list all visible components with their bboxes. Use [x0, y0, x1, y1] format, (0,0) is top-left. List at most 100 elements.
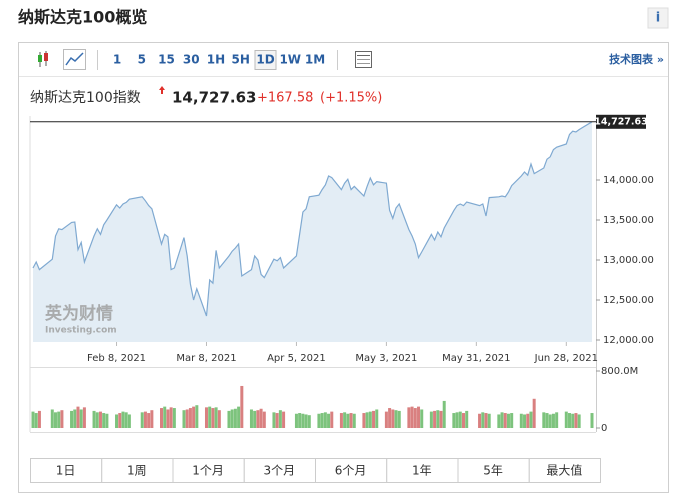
line-icon-box[interactable]	[63, 49, 86, 70]
range-button[interactable]	[101, 458, 174, 483]
info-icon[interactable]: i	[656, 11, 660, 26]
volume-bar	[105, 413, 109, 428]
interval-button[interactable]: 30	[183, 53, 200, 67]
volume-bar	[452, 413, 456, 428]
last-price-box	[596, 114, 646, 129]
volume-bar	[394, 410, 398, 428]
volume-bar	[240, 385, 244, 428]
volume-bar	[442, 400, 446, 428]
volume-bar	[217, 410, 221, 428]
x-tick-label: Mar 8, 2021	[176, 353, 236, 364]
range-label[interactable]: 1个月	[192, 464, 224, 478]
volume-bar	[384, 411, 388, 428]
range-button[interactable]	[243, 458, 316, 483]
volume-bar	[564, 411, 568, 428]
volume-bar	[327, 413, 331, 428]
volume-bar	[262, 411, 266, 428]
range-button[interactable]	[30, 458, 103, 483]
volume-bar	[397, 410, 401, 428]
last-price-label: 14,727.63	[594, 116, 648, 127]
volume-bar	[185, 409, 189, 428]
interval-button[interactable]: 1M	[305, 53, 325, 67]
range-label[interactable]: 6个月	[335, 464, 367, 478]
x-tick-label: Feb 8, 2021	[87, 353, 146, 364]
range-label[interactable]: 1日	[56, 464, 76, 478]
volume-bar	[275, 413, 279, 428]
range-button[interactable]	[457, 458, 530, 483]
volume-bar	[465, 410, 469, 428]
volume-bar	[307, 415, 311, 428]
range-label[interactable]: 1周	[127, 464, 147, 478]
interval-button[interactable]: 5H	[232, 53, 250, 67]
volume-bar	[497, 414, 501, 428]
y-tick-label: 13,000.00	[603, 255, 654, 266]
page-title: 纳斯达克100概览	[18, 8, 147, 27]
info-button[interactable]	[647, 7, 669, 29]
range-label[interactable]: 1年	[412, 464, 432, 478]
volume-bar	[150, 410, 154, 428]
price-line	[32, 121, 593, 317]
volume-bar	[208, 406, 212, 428]
advanced-chart-link[interactable]: 技术图表 »	[609, 52, 664, 66]
volume-bar	[237, 406, 241, 428]
volume-bar	[526, 413, 530, 428]
volume-bar	[53, 412, 57, 428]
volume-bar	[568, 413, 572, 428]
candle-icon[interactable]	[38, 51, 48, 67]
y-tick-label: 12,500.00	[603, 295, 654, 306]
volume-bar	[73, 409, 77, 428]
interval-button[interactable]: 1W	[279, 53, 301, 67]
volume-bar	[143, 411, 147, 428]
volume-bar	[70, 410, 74, 428]
range-label[interactable]: 5年	[483, 464, 503, 478]
volume-bar	[417, 406, 421, 428]
range-button[interactable]	[528, 458, 601, 483]
volume-bar	[548, 414, 552, 428]
interval-selected[interactable]	[254, 50, 277, 70]
volume-bar	[577, 414, 581, 428]
volume-bar	[413, 408, 417, 428]
interval-button[interactable]: 1	[113, 53, 121, 67]
volume-bar	[294, 413, 298, 428]
volume-bar	[256, 410, 260, 428]
y-tick-label: 13,500.00	[603, 215, 654, 226]
volume-bar	[461, 413, 465, 428]
volume-bar	[503, 413, 507, 428]
interval-button[interactable]: 15	[158, 53, 175, 67]
volume-bar	[590, 413, 594, 428]
table-icon[interactable]	[355, 51, 372, 68]
volume-bar	[204, 407, 208, 428]
watermark: 英为财情	[45, 303, 113, 324]
volume-bar	[124, 412, 128, 428]
volume-bar	[317, 413, 321, 428]
volume-bar	[304, 414, 308, 428]
panel	[18, 42, 669, 493]
price-change-pct: (+1.15%)	[320, 91, 382, 106]
volume-bar	[365, 412, 369, 428]
range-button[interactable]	[386, 458, 459, 483]
volume-tick-label: 0	[601, 423, 607, 434]
volume-bar	[92, 410, 96, 428]
volume-bar	[407, 407, 411, 428]
volume-bar	[506, 413, 510, 428]
volume-bar	[115, 414, 119, 428]
x-tick-label: May 31, 2021	[442, 353, 510, 364]
volume-bar	[439, 410, 443, 428]
price: 14,727.63	[172, 89, 256, 107]
volume-bar	[76, 406, 80, 428]
interval-button[interactable]: 5	[138, 53, 146, 67]
range-button[interactable]	[315, 458, 388, 483]
line-icon[interactable]	[65, 52, 84, 66]
volume-bar	[31, 411, 35, 428]
interval-button[interactable]: 1D	[256, 53, 274, 67]
volume-bar	[330, 411, 334, 428]
volume-bar	[420, 409, 424, 428]
volume-bar	[278, 410, 282, 428]
volume-bar	[95, 412, 99, 428]
range-label[interactable]: 最大值	[546, 463, 582, 478]
range-label[interactable]: 3个月	[264, 464, 296, 478]
volume-bar	[343, 412, 347, 428]
volume-bar	[388, 408, 392, 428]
interval-button[interactable]: 1H	[207, 53, 225, 67]
